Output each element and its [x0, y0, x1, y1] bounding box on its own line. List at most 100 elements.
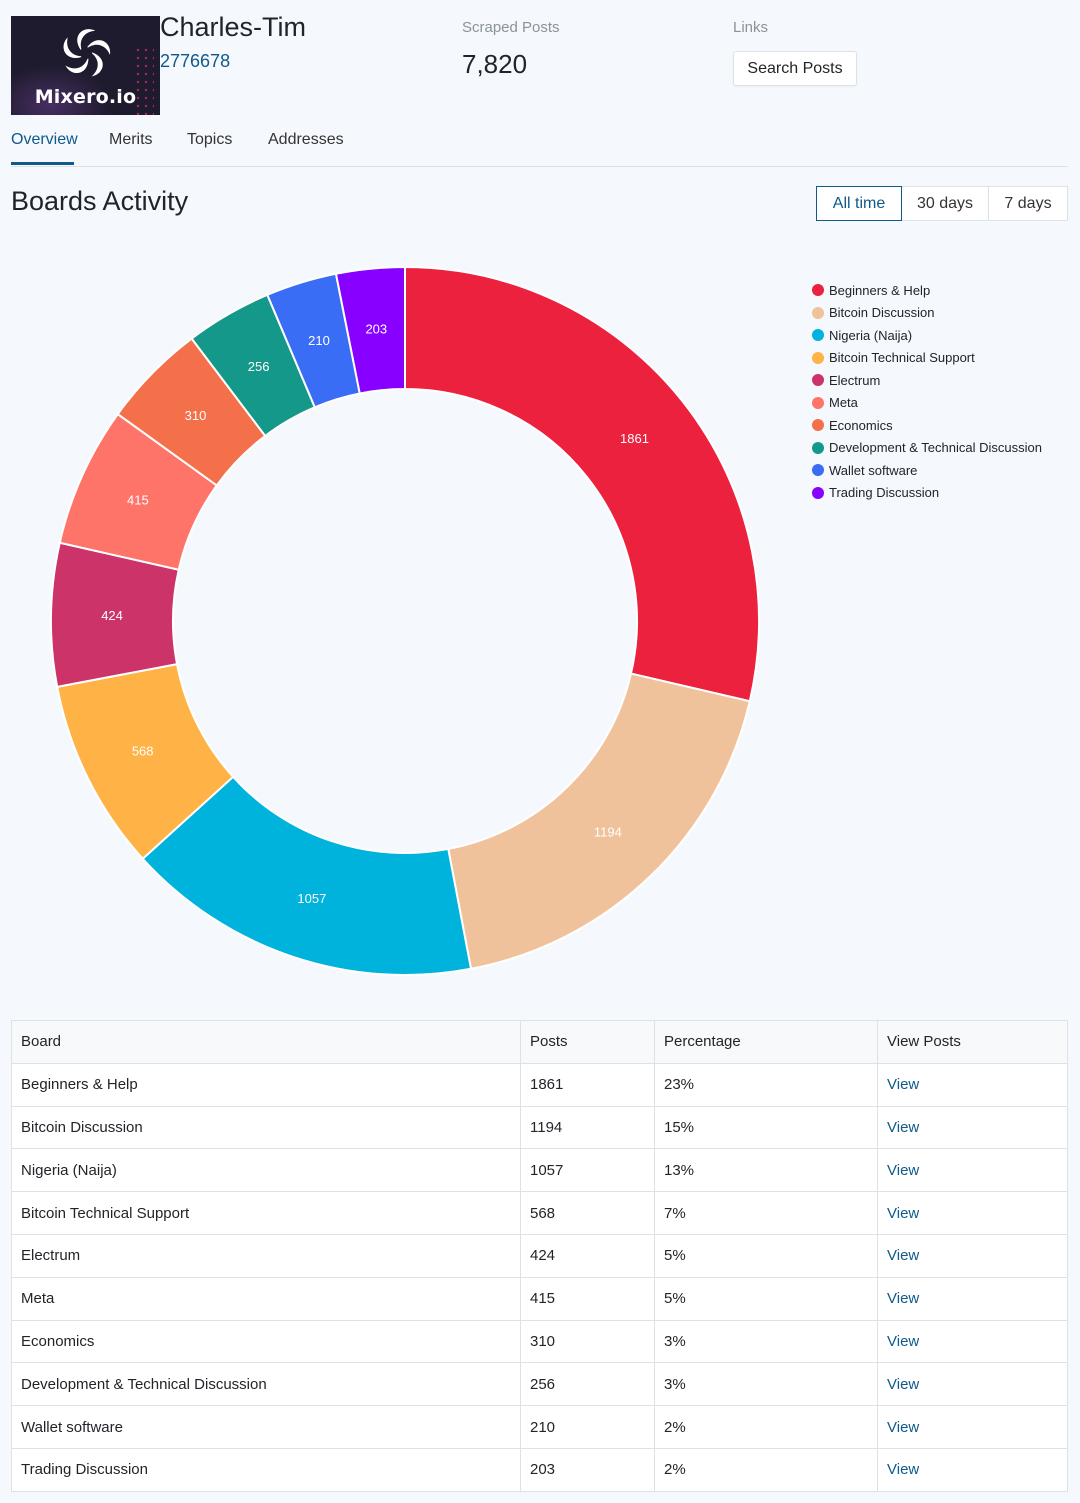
board-cell: Nigeria (Naija) [11, 1148, 521, 1193]
view-cell: View [877, 1233, 1068, 1278]
legend-item[interactable]: Beginners & Help [812, 279, 1042, 302]
scraped-posts-label: Scraped Posts [462, 19, 560, 36]
legend-swatch [812, 351, 824, 364]
legend-swatch [812, 284, 824, 297]
donut-slice[interactable] [334, 265, 406, 395]
view-cell: View [877, 1148, 1068, 1193]
view-posts-link[interactable]: View [887, 1161, 920, 1179]
legend-item[interactable]: Development & Technical Discussion [812, 437, 1042, 460]
slice-value-label: 1194 [594, 824, 622, 839]
percentage-cell: 13% [654, 1148, 878, 1193]
mixero-swirl-icon [63, 29, 111, 77]
search-posts-button[interactable]: Search Posts [733, 51, 857, 86]
percentage-cell: 3% [654, 1319, 878, 1364]
view-cell: View [877, 1062, 1068, 1107]
legend-label: Meta [829, 395, 858, 411]
table-row: Meta 415 5% View [11, 1276, 1068, 1321]
legend-item[interactable]: Economics [812, 414, 1042, 437]
slice-value-label: 415 [127, 493, 149, 508]
legend-label: Trading Discussion [829, 485, 940, 501]
active-tab-indicator [11, 162, 74, 165]
table-row: Trading Discussion 203 2% View [11, 1447, 1068, 1492]
legend-label: Beginners & Help [829, 282, 931, 298]
percentage-cell: 5% [654, 1233, 878, 1278]
legend-swatch [812, 464, 824, 477]
legend-swatch [812, 441, 824, 454]
posts-cell: 415 [520, 1276, 655, 1321]
slice-value-label: 1861 [620, 431, 649, 446]
legend-swatch [812, 396, 824, 409]
view-cell: View [877, 1276, 1068, 1321]
view-posts-link[interactable]: View [887, 1332, 920, 1350]
tab-overview[interactable]: Overview [11, 131, 78, 148]
slice-value-label: 203 [365, 321, 387, 336]
posts-cell: 1057 [520, 1148, 655, 1193]
view-posts-link[interactable]: View [887, 1290, 920, 1308]
user-id-link[interactable]: 2776678 [160, 51, 231, 71]
range-7-days-button[interactable]: 7 days [988, 186, 1068, 221]
boards-table: Board Posts Percentage View Posts Beginn… [11, 1020, 1068, 1492]
header-percentage: Percentage [654, 1020, 878, 1064]
legend-swatch [812, 374, 824, 387]
legend-swatch [812, 419, 824, 432]
view-cell: View [877, 1405, 1068, 1449]
table-row: Beginners & Help 1861 23% View [11, 1062, 1068, 1107]
board-cell: Economics [11, 1319, 521, 1364]
legend-label: Development & Technical Discussion [829, 440, 1042, 456]
legend-item[interactable]: Trading Discussion [812, 482, 1042, 505]
posts-cell: 203 [520, 1447, 655, 1492]
board-cell: Electrum [11, 1233, 521, 1278]
percentage-cell: 23% [654, 1062, 878, 1107]
board-cell: Beginners & Help [11, 1062, 521, 1107]
slice-value-label: 424 [101, 608, 123, 623]
legend-swatch [812, 486, 824, 499]
legend-item[interactable]: Bitcoin Technical Support [812, 347, 1042, 370]
view-posts-link[interactable]: View [887, 1461, 920, 1479]
tab-topics[interactable]: Topics [187, 131, 233, 148]
logo-text: Mixero.io [34, 86, 137, 108]
scraped-posts-value: 7,820 [462, 49, 528, 79]
logo-glow [11, 65, 111, 115]
table-header-row: Board Posts Percentage View Posts [11, 1020, 1068, 1064]
donut-slice[interactable] [141, 775, 473, 976]
section-title: Boards Activity [11, 186, 189, 216]
percentage-cell: 15% [654, 1105, 878, 1150]
range-all-time-button[interactable]: All time [816, 186, 902, 221]
legend-label: Wallet software [829, 462, 918, 478]
legend-label: Economics [829, 417, 893, 433]
legend-item[interactable]: Nigeria (Naija) [812, 324, 1042, 347]
board-cell: Bitcoin Technical Support [11, 1191, 521, 1235]
view-posts-link[interactable]: View [887, 1118, 920, 1136]
view-posts-link[interactable]: View [887, 1204, 920, 1222]
username: Charles-Tim [160, 12, 307, 42]
view-cell: View [877, 1191, 1068, 1235]
header-view-posts: View Posts [877, 1020, 1068, 1064]
legend-item[interactable]: Wallet software [812, 459, 1042, 482]
table-row: Wallet software 210 2% View [11, 1405, 1068, 1449]
legend-item[interactable]: Electrum [812, 369, 1042, 392]
posts-cell: 256 [520, 1362, 655, 1407]
view-posts-link[interactable]: View [887, 1247, 920, 1265]
table-row: Bitcoin Technical Support 568 7% View [11, 1191, 1068, 1235]
view-cell: View [877, 1447, 1068, 1492]
percentage-cell: 3% [654, 1362, 878, 1407]
boards-donut-chart: 1861 1194 1057 568 424 415 310 256 210 203 [50, 265, 760, 976]
legend-item[interactable]: Meta [812, 392, 1042, 415]
legend-swatch [812, 329, 824, 342]
legend-label: Bitcoin Technical Support [829, 350, 975, 366]
logo-dots [134, 46, 154, 115]
range-30-days-button[interactable]: 30 days [901, 186, 989, 221]
legend-label: Nigeria (Naija) [829, 327, 913, 343]
legend-item[interactable]: Bitcoin Discussion [812, 302, 1042, 325]
view-posts-link[interactable]: View [887, 1375, 920, 1393]
site-logo[interactable]: Mixero.io [11, 16, 160, 115]
tab-addresses[interactable]: Addresses [268, 131, 344, 148]
view-posts-link[interactable]: View [887, 1418, 920, 1436]
donut-slice[interactable] [404, 265, 760, 703]
view-posts-link[interactable]: View [887, 1076, 920, 1094]
percentage-cell: 5% [654, 1276, 878, 1321]
posts-cell: 424 [520, 1233, 655, 1278]
header-posts: Posts [520, 1020, 655, 1064]
donut-slice[interactable] [447, 672, 751, 970]
tab-merits[interactable]: Merits [109, 131, 153, 148]
